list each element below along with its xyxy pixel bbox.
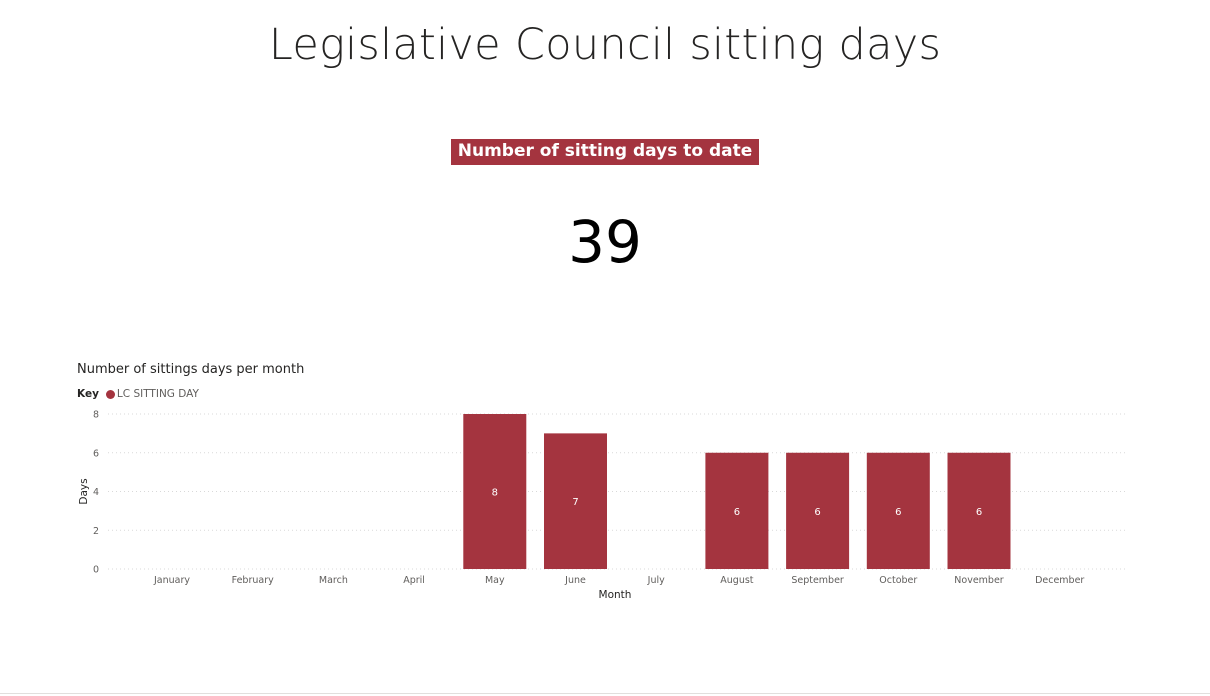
bar[interactable] [463,414,527,569]
bar[interactable] [786,452,850,569]
data-label: 8 [492,488,498,499]
bar[interactable] [866,452,930,569]
data-label: 6 [734,507,740,518]
data-label: 6 [976,507,982,518]
x-tick-label: June [564,575,586,586]
x-axis-title: Month [599,589,632,601]
x-tick-label: December [1035,575,1084,586]
y-tick-label: 4 [93,487,99,498]
y-tick-label: 6 [93,448,99,459]
page-title: Legislative Council sitting days [268,20,942,70]
x-tick-label: October [879,575,917,586]
legend-key-label: Key [77,388,99,400]
x-tick-label: March [319,575,348,586]
x-tick-label: January [153,575,190,586]
y-tick-label: 2 [93,526,99,537]
data-label: 6 [895,507,901,518]
x-tick-label: November [954,575,1004,586]
chart-title: Number of sittings days per month [77,362,305,377]
y-axis-title: Days [78,478,90,504]
x-tick-label: September [791,575,844,586]
x-tick-label: April [403,575,425,586]
y-tick-label: 0 [93,565,99,576]
y-tick-label: 8 [93,410,99,421]
bar[interactable] [544,433,607,569]
x-tick-label: August [720,575,754,586]
kpi-label: Number of sitting days to date [450,139,760,165]
chart-legend[interactable]: Key LC SITTING DAY [77,388,199,400]
bar[interactable] [947,452,1011,569]
bottom-divider [0,693,1210,694]
legend-marker-icon [105,389,115,399]
data-label: 6 [814,507,820,518]
x-tick-label: July [647,575,665,586]
legend-series-label: LC SITTING DAY [116,388,199,400]
bar[interactable] [705,452,769,569]
data-label: 7 [572,497,578,508]
x-tick-label: May [485,575,505,586]
kpi-value: 39 [568,208,642,276]
bar-chart[interactable]: 0 2 4 6 8 Days January February March April 8 May 7 J… [0,400,1210,610]
x-tick-label: February [232,575,274,586]
kpi-card: Number of sitting days to date [0,139,1210,165]
